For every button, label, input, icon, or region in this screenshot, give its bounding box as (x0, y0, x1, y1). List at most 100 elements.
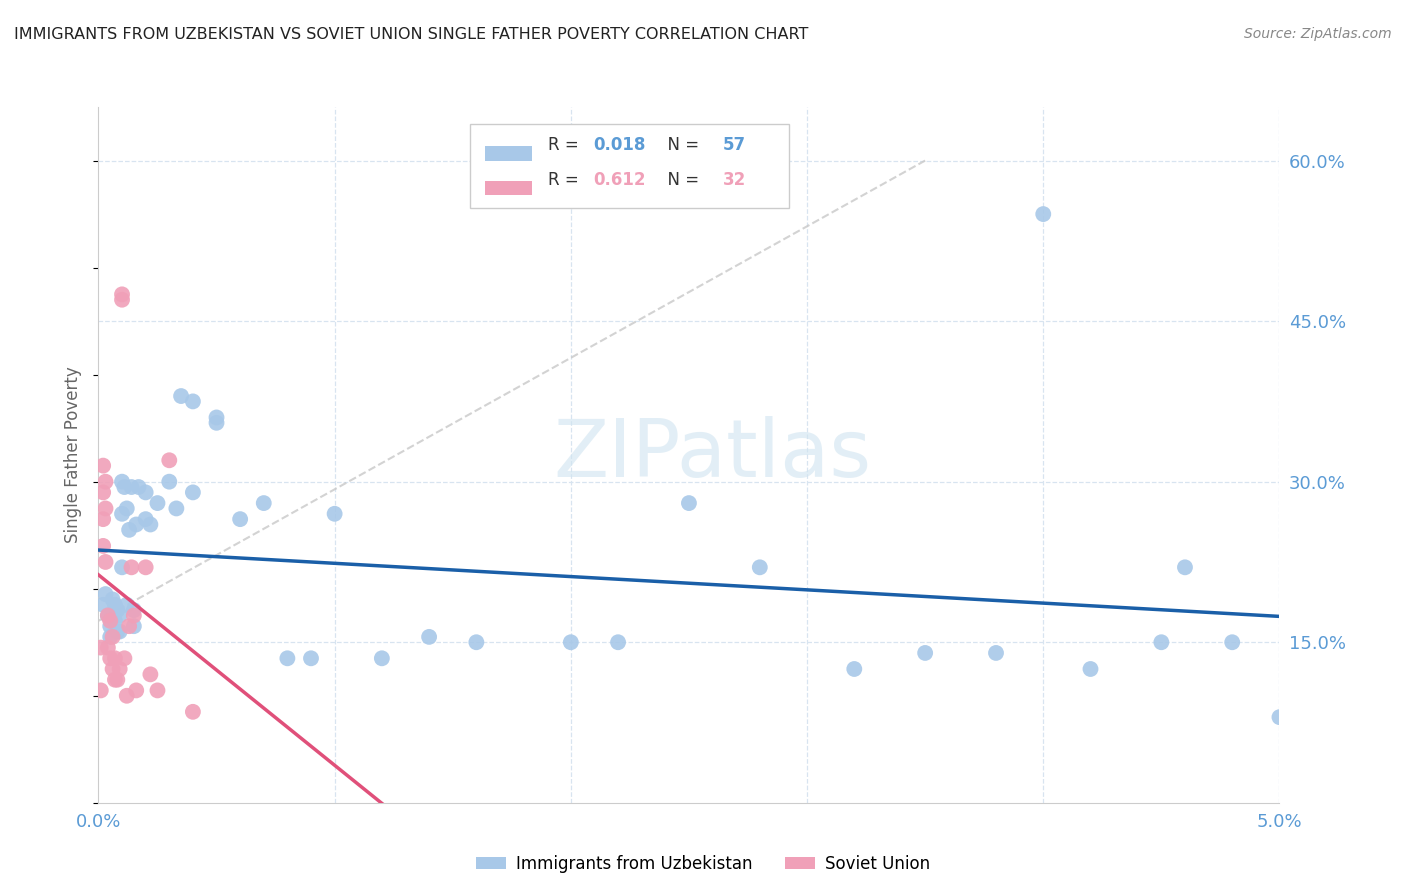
Point (181, 485, 204, 500)
Point (91, 539, 114, 553)
Point (125, 517, 148, 532)
Point (205, 416, 228, 430)
Point (104, 651, 127, 665)
Point (1268, 710, 1291, 724)
Point (111, 293, 134, 307)
Text: N =: N = (657, 171, 704, 189)
Point (121, 480, 143, 494)
Point (135, 512, 157, 526)
Point (91, 512, 114, 526)
Point (118, 619, 141, 633)
Point (91, 458, 114, 473)
Point (111, 287, 134, 301)
Point (122, 619, 145, 633)
Point (560, 635, 582, 649)
Point (101, 630, 124, 644)
Text: ZIPatlas: ZIPatlas (554, 416, 872, 494)
Point (98, 630, 121, 644)
Point (205, 410, 228, 425)
Point (1220, 635, 1243, 649)
Point (465, 635, 488, 649)
Point (111, 475, 134, 489)
Point (104, 598, 127, 612)
Point (181, 394, 204, 409)
Point (135, 485, 157, 500)
Point (111, 560, 134, 574)
Point (105, 673, 128, 687)
Point (678, 496, 700, 510)
Text: 0.612: 0.612 (593, 171, 645, 189)
Point (104, 673, 127, 687)
Point (122, 603, 145, 617)
Point (97, 640, 120, 655)
Point (157, 475, 180, 489)
Text: R =: R = (548, 171, 585, 189)
Point (90, 683, 112, 698)
Point (165, 501, 187, 516)
Point (299, 651, 322, 665)
Point (146, 683, 169, 698)
Point (105, 624, 128, 639)
Point (101, 608, 124, 623)
Text: R =: R = (548, 136, 585, 153)
Point (90, 640, 112, 655)
Text: 0.018: 0.018 (593, 136, 645, 153)
Point (108, 608, 131, 623)
Point (101, 662, 124, 676)
Point (108, 662, 131, 676)
Point (94, 475, 117, 489)
Text: N =: N = (657, 136, 704, 153)
Text: 57: 57 (723, 136, 747, 153)
Point (105, 603, 128, 617)
Point (118, 523, 141, 537)
FancyBboxPatch shape (471, 124, 789, 208)
Point (844, 662, 866, 676)
Point (139, 517, 162, 532)
Point (108, 624, 131, 639)
Point (101, 592, 124, 607)
Point (229, 512, 252, 526)
Point (128, 480, 150, 494)
Point (253, 496, 276, 510)
Point (418, 630, 440, 644)
Point (1080, 662, 1102, 676)
Point (115, 598, 138, 612)
Point (371, 651, 394, 665)
Point (125, 683, 148, 698)
Point (97, 608, 120, 623)
Text: IMMIGRANTS FROM UZBEKISTAN VS SOVIET UNION SINGLE FATHER POVERTY CORRELATION CHA: IMMIGRANTS FROM UZBEKISTAN VS SOVIET UNI… (14, 27, 808, 42)
Point (111, 507, 134, 521)
FancyBboxPatch shape (485, 180, 531, 195)
Point (984, 646, 1007, 660)
Point (98, 619, 121, 633)
Point (98, 614, 121, 628)
Point (94, 501, 117, 516)
Point (170, 389, 193, 403)
Point (94, 555, 117, 569)
Point (323, 507, 346, 521)
Point (1150, 635, 1173, 649)
Point (914, 646, 936, 660)
Point (104, 614, 127, 628)
Point (122, 608, 145, 623)
Point (94, 587, 117, 601)
Point (181, 705, 204, 719)
Point (115, 689, 138, 703)
Text: 32: 32 (723, 171, 747, 189)
Point (157, 453, 180, 467)
Point (748, 560, 770, 574)
Point (1032, 207, 1054, 221)
FancyBboxPatch shape (485, 145, 531, 161)
Point (91, 485, 114, 500)
Point (115, 501, 138, 516)
Legend: Immigrants from Uzbekistan, Soviet Union: Immigrants from Uzbekistan, Soviet Union (468, 848, 938, 880)
Text: Source: ZipAtlas.com: Source: ZipAtlas.com (1244, 27, 1392, 41)
Point (607, 635, 630, 649)
Point (139, 667, 162, 681)
Point (276, 651, 298, 665)
Point (91, 598, 114, 612)
Point (112, 651, 135, 665)
Point (97, 608, 120, 623)
Point (121, 560, 143, 574)
Point (112, 480, 135, 494)
